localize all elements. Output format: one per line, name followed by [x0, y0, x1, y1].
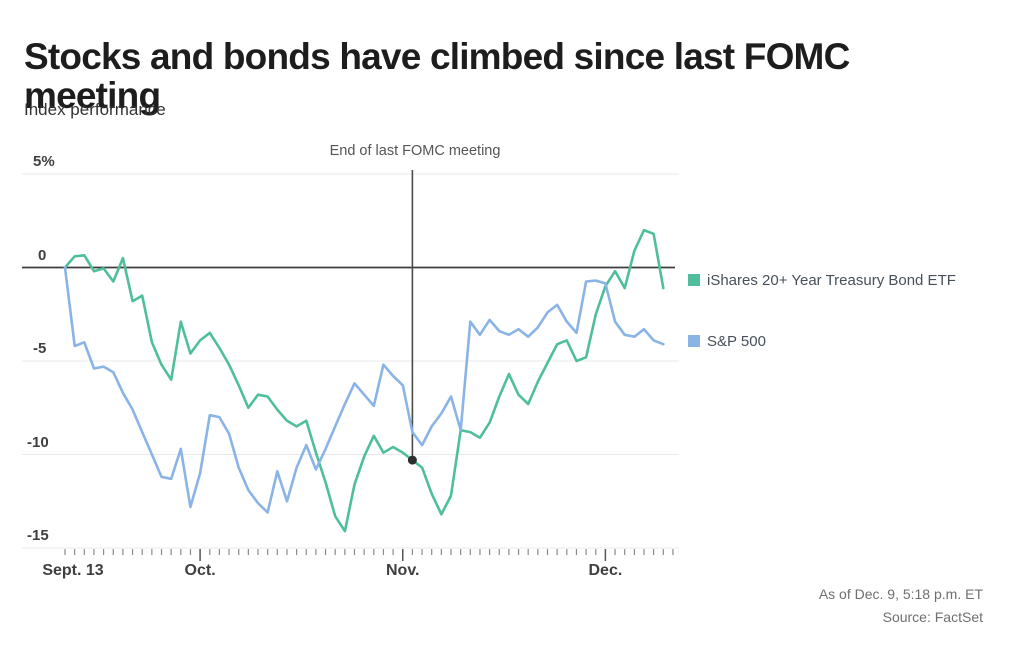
x-axis-tick-label: Nov. [386, 562, 420, 579]
y-axis-tick-label: 5% [33, 153, 55, 170]
y-axis-tick-label: -15 [27, 527, 49, 544]
sp500-line [63, 266, 665, 514]
x-axis-tick-label: Oct. [184, 562, 216, 579]
y-axis-tick-label: -10 [27, 433, 49, 451]
sp500-series-swatch [688, 335, 700, 347]
page-title: Stocks and bonds have climbed since last… [24, 35, 850, 116]
legend-item-sp500: S&P 500 [688, 333, 766, 351]
page-subtitle: Index performance [24, 100, 166, 119]
x-axis-tick-label: Sept. 13 [42, 562, 104, 579]
x-axis-tick-label: Dec. [588, 562, 623, 579]
fomc-marker-dot [407, 455, 417, 465]
y-axis-tick-label: 0 [38, 246, 47, 264]
annotation-label: End of last FOMC meeting [329, 143, 501, 159]
footer: As of Dec. 9, 5:18 p.m. ET Source: FactS… [819, 583, 983, 629]
legend-label-sp500: S&P 500 [707, 333, 766, 350]
legend-label-bond: iShares 20+ Year Treasury Bond ETF [707, 272, 956, 289]
legend-item-bond: iShares 20+ Year Treasury Bond ETF [688, 272, 956, 290]
as-of-timestamp: As of Dec. 9, 5:18 p.m. ET [818, 586, 983, 602]
bond-series-swatch [688, 274, 700, 286]
y-axis-tick-label: -5 [33, 340, 47, 357]
bond-etf-line [63, 228, 665, 533]
source-credit: Source: FactSet [882, 609, 983, 625]
